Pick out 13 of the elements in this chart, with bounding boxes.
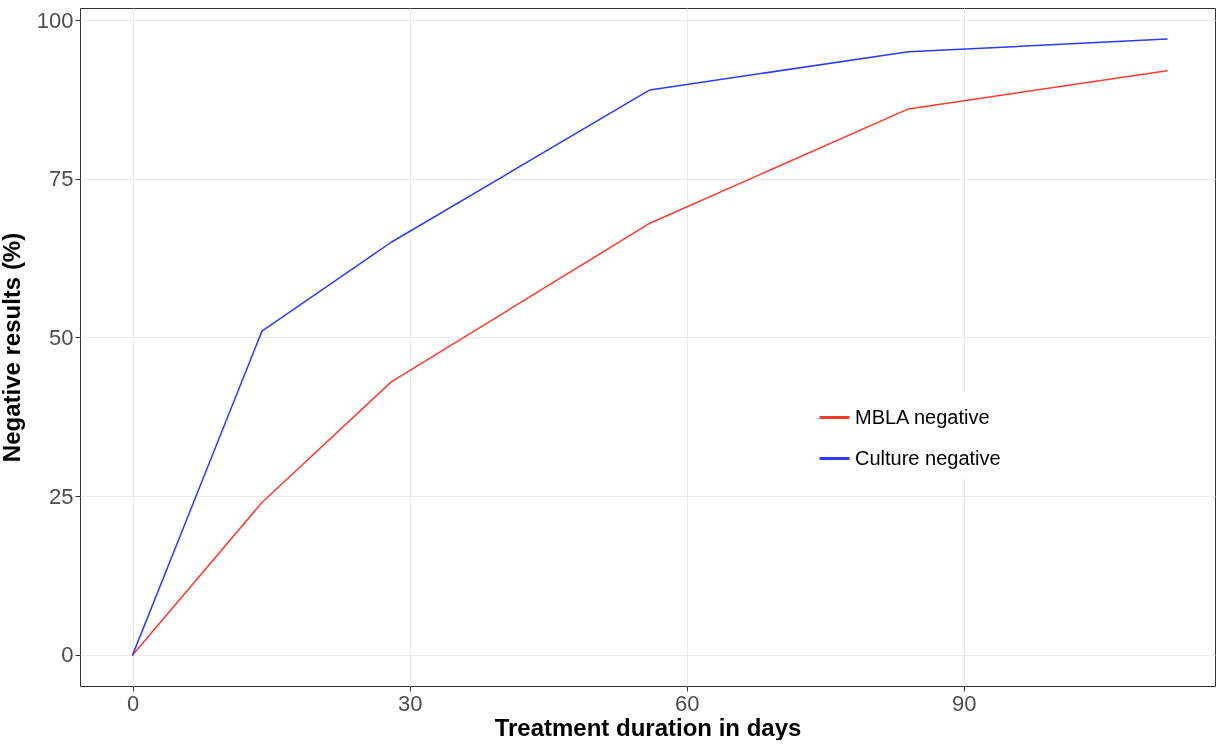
legend-label: MBLA negative	[855, 405, 990, 428]
y-tick-label: 100	[36, 7, 74, 33]
y-tick-label: 75	[49, 166, 74, 192]
y-axis-title: Negative results (%)	[0, 232, 25, 463]
x-tick-label: 0	[127, 690, 140, 716]
legend-label: Culture negative	[855, 446, 1001, 469]
y-tick-label: 25	[49, 483, 74, 509]
x-tick-label: 90	[952, 690, 977, 716]
x-tick-label: 30	[397, 690, 423, 716]
y-tick-label: 50	[49, 324, 74, 350]
y-tick-label: 0	[61, 642, 74, 668]
x-tick-label: 60	[675, 690, 700, 716]
x-axis-title: Treatment duration in days	[494, 713, 802, 741]
